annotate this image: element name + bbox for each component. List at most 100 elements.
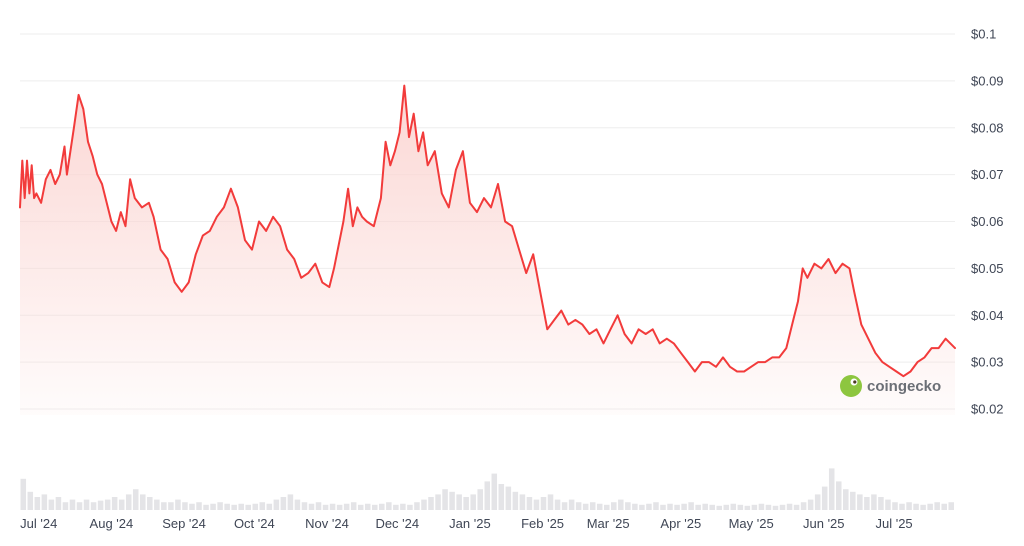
volume-bar (76, 502, 83, 510)
volume-bar (611, 502, 617, 510)
area-layer (19, 84, 956, 415)
volume-bar (231, 504, 237, 510)
volume-bar (203, 504, 209, 510)
volume-bar (814, 494, 821, 510)
volume-bar (575, 502, 582, 510)
volume-bar (871, 494, 877, 510)
gecko-logo-icon (840, 375, 862, 397)
volume-bar (273, 499, 280, 510)
volume-bar (350, 502, 357, 510)
volume-bar (83, 499, 90, 510)
volume-bar (182, 502, 188, 510)
volume-bar (154, 499, 160, 510)
x-tick-label: Jul '24 (20, 516, 57, 531)
volume-bar (386, 502, 392, 510)
volume-bar (800, 502, 807, 510)
volume-bar (364, 503, 371, 510)
volume-bar (498, 484, 505, 510)
volume-bar (561, 502, 568, 510)
volume-bar (674, 504, 680, 510)
volume-bar (554, 499, 561, 510)
volume-bar (280, 497, 287, 510)
volume-bar (758, 503, 765, 510)
volume-bar (140, 494, 146, 510)
volume-bar (161, 502, 167, 510)
volume-bar (69, 499, 76, 510)
volume-bar (526, 497, 533, 510)
volume-bar (948, 502, 954, 510)
volume-bar (864, 497, 870, 510)
volume-bar (744, 505, 751, 510)
volume-bar (287, 494, 294, 510)
volume-bar (582, 503, 589, 510)
volume-bar (730, 503, 737, 510)
volume-bar (90, 502, 97, 510)
y-tick-label: $0.09 (971, 73, 1004, 88)
volume-bar (48, 499, 55, 510)
volume-bar (175, 499, 181, 510)
volume-bar (681, 503, 687, 510)
volume-bar (772, 505, 779, 510)
volume-bar (393, 504, 399, 510)
volume-bar (210, 503, 216, 510)
volume-bar (625, 502, 631, 510)
volume-bar (793, 504, 800, 510)
volume-bar (357, 504, 364, 510)
volume-bar (421, 499, 427, 510)
volume-bar (484, 481, 491, 510)
x-tick-label: Apr '25 (660, 516, 701, 531)
volume-bar (224, 503, 230, 510)
price-area-fill (20, 85, 955, 415)
volume-bar (55, 497, 62, 510)
x-tick-label: Nov '24 (305, 516, 349, 531)
volume-bar (104, 499, 111, 510)
volume-bars (20, 468, 954, 510)
volume-bar (259, 502, 266, 510)
volume-bar (632, 503, 638, 510)
volume-bar (147, 497, 153, 510)
volume-bar (934, 502, 940, 510)
volume-bar (533, 499, 540, 510)
x-tick-label: Dec '24 (375, 516, 419, 531)
volume-bar (751, 504, 758, 510)
volume-bar (470, 494, 476, 510)
volume-bar (927, 503, 933, 510)
x-tick-label: Mar '25 (587, 516, 630, 531)
volume-bar (400, 503, 406, 510)
x-tick-label: Aug '24 (90, 516, 134, 531)
x-tick-label: Oct '24 (234, 516, 275, 531)
volume-bar (456, 494, 462, 510)
volume-bar (308, 503, 315, 510)
volume-bar (850, 491, 856, 510)
volume-bar (723, 504, 730, 510)
y-tick-label: $0.03 (971, 355, 1004, 370)
volume-bar (491, 473, 498, 510)
volume-bar (835, 481, 842, 510)
x-tick-label: Jun '25 (803, 516, 845, 531)
volume-bar (245, 504, 251, 510)
volume-bar (125, 494, 132, 510)
volume-bar (379, 503, 385, 510)
volume-bar (779, 504, 786, 510)
volume-bar (343, 503, 350, 510)
volume-bar (27, 491, 34, 510)
volume-bar (463, 497, 469, 510)
y-tick-label: $0.07 (971, 167, 1004, 182)
y-axis: $0.1 $0.09 $0.08 $0.07 $0.06 $0.05 $0.04 $0.03 $… (971, 27, 1004, 417)
volume-bar (118, 499, 125, 510)
volume-bar (660, 504, 666, 510)
volume-bar (20, 478, 27, 510)
volume-bar (315, 502, 322, 510)
volume-bar (653, 502, 659, 510)
volume-bar (695, 504, 701, 510)
volume-bar (737, 504, 744, 510)
volume-bar (449, 491, 455, 510)
coingecko-watermark: coingecko (840, 375, 941, 397)
x-axis: Jul '24 Aug '24 Sep '24 Oct '24 Nov '24 Dec '… (20, 516, 912, 531)
volume-bar (667, 503, 673, 510)
y-tick-label: $0.05 (971, 261, 1004, 276)
volume-bar (414, 502, 420, 510)
volume-bar (639, 504, 645, 510)
x-tick-label: May '25 (729, 516, 774, 531)
